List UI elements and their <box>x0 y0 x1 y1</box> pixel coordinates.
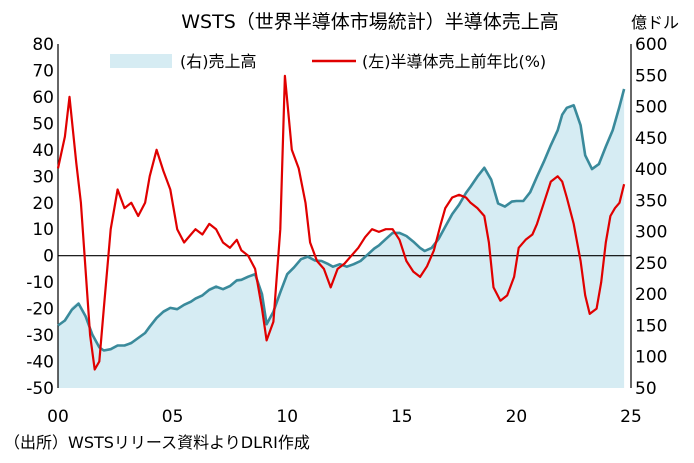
left-tick-label: 50 <box>32 114 54 134</box>
left-tick-label: -30 <box>26 326 54 346</box>
right-tick-label: 150 <box>635 316 667 336</box>
legend-label-yoy: (左)半導体売上前年比(%) <box>362 52 546 71</box>
right-tick-label: 600 <box>635 35 667 55</box>
left-tick-label: -20 <box>26 300 54 320</box>
right-tick-label: 50 <box>635 379 657 399</box>
right-axis-unit: 億ドル <box>631 13 679 32</box>
left-tick-label: -50 <box>26 379 54 399</box>
x-tick-label: 05 <box>162 407 184 427</box>
legend-swatch-sales <box>110 54 172 68</box>
right-tick-label: 250 <box>635 254 667 274</box>
left-tick-label: 70 <box>32 61 54 81</box>
source-note: （出所）WSTSリリース資料よりDLRI作成 <box>4 433 310 452</box>
series-lines-layer <box>56 74 626 371</box>
x-tick-label: 15 <box>391 407 413 427</box>
right-tick-label: 550 <box>635 66 667 86</box>
x-tick-label: 20 <box>506 407 528 427</box>
right-tick-label: 300 <box>635 223 667 243</box>
sales-area <box>58 87 625 389</box>
right-tick-label: 400 <box>635 160 667 180</box>
legend-label-sales: (右)売上高 <box>180 52 257 71</box>
chart-title: WSTS（世界半導体市場統計）半導体売上高 <box>181 11 559 33</box>
left-tick-label: -10 <box>26 273 54 293</box>
tick-labels-layer: 80706050403020100-10-20-30-40-5060055050… <box>26 35 667 427</box>
left-tick-label: 30 <box>32 167 54 187</box>
left-tick-label: 60 <box>32 88 54 108</box>
right-tick-label: 450 <box>635 129 667 149</box>
x-tick-label: 25 <box>620 407 642 427</box>
left-tick-label: 20 <box>32 194 54 214</box>
series-line-2 <box>56 74 626 371</box>
right-tick-label: 500 <box>635 98 667 118</box>
legend: (右)売上高 (左)半導体売上前年比(%) <box>110 52 546 71</box>
right-tick-label: 100 <box>635 348 667 368</box>
left-tick-label: 10 <box>32 220 54 240</box>
right-tick-label: 350 <box>635 191 667 211</box>
axes-layer <box>57 44 632 388</box>
left-tick-label: 40 <box>32 141 54 161</box>
left-tick-label: -40 <box>26 353 54 373</box>
left-tick-label: 0 <box>43 247 54 267</box>
left-tick-label: 80 <box>32 35 54 55</box>
sales-area-layer <box>58 87 625 389</box>
x-tick-label: 10 <box>276 407 298 427</box>
right-tick-label: 200 <box>635 285 667 305</box>
x-tick-label: 00 <box>47 407 69 427</box>
